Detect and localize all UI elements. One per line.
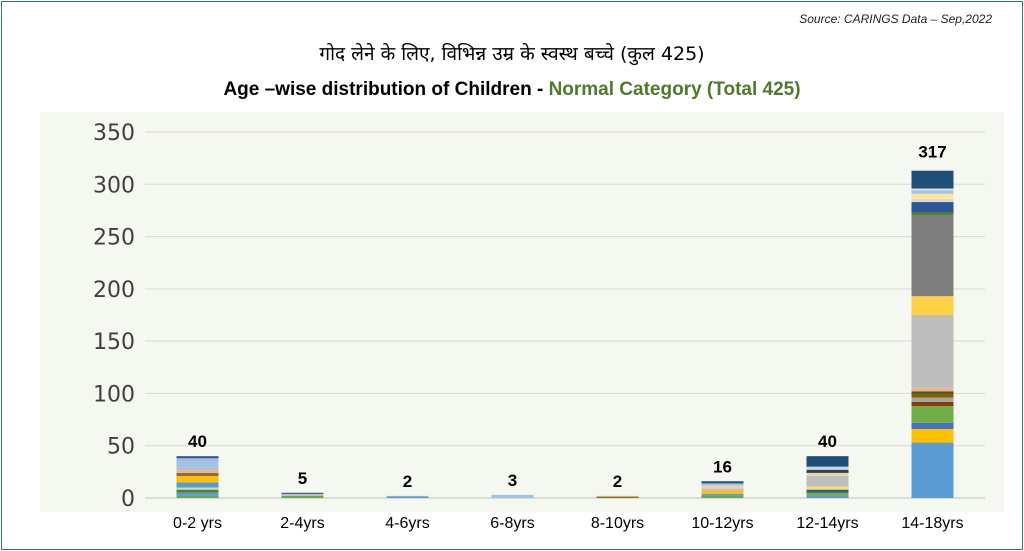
x-tick-label: 0-2 yrs — [173, 515, 222, 532]
bar-stack — [281, 492, 324, 498]
bar-segment — [596, 495, 639, 497]
bar-segment — [176, 489, 219, 493]
bar-segment — [701, 493, 744, 496]
data-label: 317 — [918, 143, 946, 162]
data-labels: 40 5 2 3 2 16 40 317 — [188, 143, 947, 491]
x-tick-label: 6-8yrs — [490, 515, 534, 532]
bar-segment — [176, 458, 219, 462]
bar-segment — [911, 170, 954, 189]
x-axis: 0-2 yrs 2-4yrs 4-6yrs 6-8yrs 8-10yrs 10-12yrs… — [173, 515, 964, 532]
bar-stack — [806, 456, 849, 498]
x-tick-label: 4-6yrs — [385, 515, 429, 532]
bar-segment — [911, 212, 954, 216]
bar-segment — [386, 496, 429, 498]
bar-segment — [806, 492, 849, 496]
source-note: Source: CARINGS Data – Sep,2022 — [799, 12, 992, 26]
bar-segment — [806, 489, 849, 493]
y-tick-label: 200 — [93, 278, 135, 303]
bar-stack — [386, 495, 429, 498]
y-tick-label: 150 — [93, 330, 135, 355]
bar-segment — [911, 393, 954, 398]
bar-segment — [491, 494, 534, 498]
bar-segment — [701, 490, 744, 494]
bar-segment — [806, 466, 849, 470]
bar-segment — [701, 485, 744, 489]
y-tick-label: 50 — [107, 435, 135, 460]
bar-segment — [911, 296, 954, 315]
y-tick-label: 350 — [93, 121, 135, 146]
bar-segment — [911, 442, 954, 498]
bar-segment — [911, 405, 954, 423]
bar-segment — [281, 492, 324, 494]
x-tick-label: 10-12yrs — [691, 515, 753, 532]
bar-segment — [911, 193, 954, 199]
bar-segment — [806, 476, 849, 487]
bars — [176, 170, 954, 498]
bar-segment — [806, 486, 849, 490]
x-tick-label: 12-14yrs — [796, 515, 858, 532]
bar-segment — [701, 481, 744, 484]
bar-segment — [911, 215, 954, 297]
chart-title-highlight: Normal Category (Total 425) — [548, 79, 801, 100]
bar-segment — [176, 472, 219, 477]
bar-segment — [911, 202, 954, 213]
data-label: 40 — [818, 432, 837, 451]
bar-segment — [176, 476, 219, 483]
bar-segment — [176, 470, 219, 473]
bar-segment — [176, 495, 219, 498]
data-label: 40 — [188, 432, 207, 451]
data-label: 2 — [403, 472, 412, 491]
y-tick-label: 100 — [93, 382, 135, 407]
bar-segment — [596, 496, 639, 498]
bar-segment — [911, 188, 954, 191]
bar-segment — [176, 482, 219, 488]
bar-stack — [701, 481, 744, 498]
bar-segment — [911, 391, 954, 394]
data-label: 16 — [713, 457, 732, 476]
bar-segment — [806, 469, 849, 473]
bar-segment — [911, 198, 954, 203]
bar-segment — [911, 401, 954, 406]
bar-segment — [911, 315, 954, 389]
data-label: 5 — [298, 469, 307, 488]
bar-segment — [281, 493, 324, 496]
plot-area — [40, 112, 1004, 512]
bar-segment — [176, 467, 219, 471]
chart-title-english: Age –wise distribution of Children - Nor… — [0, 79, 1024, 101]
bar-segment — [701, 483, 744, 486]
bar-segment — [701, 495, 744, 498]
bar-segment — [386, 495, 429, 497]
bar-segment — [176, 456, 219, 459]
bar-segment — [911, 428, 954, 443]
chart-title-prefix: Age –wise distribution of Children - — [223, 79, 549, 100]
bar-segment — [911, 422, 954, 429]
x-tick-label: 8-10yrs — [591, 515, 644, 532]
bar-segment — [911, 388, 954, 392]
bar-segment — [911, 190, 954, 194]
y-tick-label: 0 — [121, 487, 135, 512]
bar-stack — [596, 495, 639, 498]
bar-stack — [911, 170, 954, 498]
bar-segment — [806, 456, 849, 467]
y-tick-label: 300 — [93, 173, 135, 198]
bar-stack — [176, 456, 219, 498]
y-axis: 0 50 100 150 200 250 300 350 — [93, 121, 135, 512]
bar-segment — [911, 397, 954, 402]
chart-title-hindi: गोद लेने के लिए, विभिन्न उम्र के स्वस्थ … — [319, 43, 705, 65]
bar-segment — [701, 488, 744, 491]
bar-segment — [176, 487, 219, 490]
bar-segment — [806, 472, 849, 477]
bar-stack — [491, 494, 534, 498]
bar-segment — [281, 495, 324, 498]
bar-segment — [176, 461, 219, 468]
bar-segment — [176, 492, 219, 496]
x-tick-label: 2-4yrs — [280, 515, 324, 532]
data-label: 2 — [613, 472, 622, 491]
data-label: 3 — [508, 471, 517, 490]
x-tick-label: 14-18yrs — [901, 515, 963, 532]
y-tick-label: 250 — [93, 226, 135, 251]
bar-segment — [806, 495, 849, 498]
